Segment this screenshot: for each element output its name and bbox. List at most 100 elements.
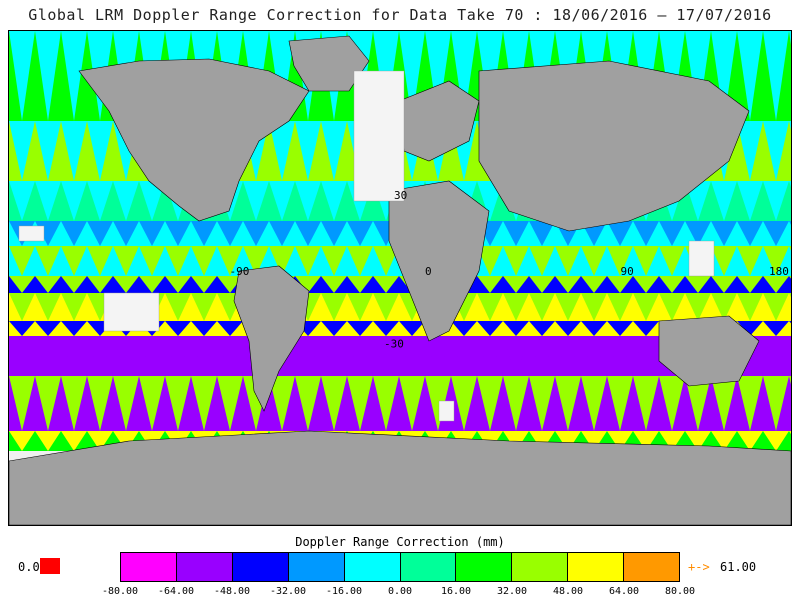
pass-triangle bbox=[529, 336, 555, 376]
pass-triangle bbox=[113, 181, 139, 221]
pass-triangle bbox=[191, 221, 217, 246]
pass-triangle bbox=[789, 293, 791, 298]
pass-triangle bbox=[659, 293, 685, 321]
pass-triangle bbox=[191, 336, 217, 376]
pass-triangle bbox=[555, 293, 581, 321]
pass-triangle bbox=[633, 246, 659, 276]
pass-triangle bbox=[217, 321, 243, 336]
colorbar-swatch bbox=[512, 553, 569, 581]
pass-triangle bbox=[763, 246, 789, 276]
masked-box-5 bbox=[18, 225, 45, 242]
pass-triangle bbox=[529, 321, 555, 336]
pass-triangle bbox=[737, 376, 763, 431]
pass-triangle bbox=[321, 293, 347, 321]
pass-triangle bbox=[789, 321, 791, 324]
pass-triangle bbox=[477, 336, 503, 376]
pass-triangle bbox=[503, 221, 529, 246]
pass-triangle bbox=[217, 376, 243, 431]
pass-triangle bbox=[685, 31, 711, 121]
pass-triangle bbox=[347, 246, 373, 276]
pass-triangle bbox=[113, 336, 139, 376]
pass-triangle bbox=[789, 181, 791, 188]
pass-triangle bbox=[295, 221, 321, 246]
pass-triangle bbox=[321, 221, 347, 246]
pass-triangle bbox=[9, 321, 35, 336]
map-panel: -90 0 90 180 30 -30 bbox=[8, 30, 792, 526]
pass-triangle bbox=[269, 31, 295, 121]
asia bbox=[478, 60, 750, 232]
pass-triangle bbox=[581, 336, 607, 376]
pass-triangle bbox=[165, 293, 191, 321]
pass-triangle bbox=[217, 246, 243, 276]
pass-triangle bbox=[685, 221, 711, 246]
pass-triangle bbox=[191, 293, 217, 321]
colorbar-swatch bbox=[232, 553, 289, 581]
pass-triangle bbox=[61, 181, 87, 221]
pass-triangle bbox=[373, 336, 399, 376]
pass-triangle bbox=[685, 431, 711, 451]
pass-triangle bbox=[373, 293, 399, 321]
pass-triangle bbox=[425, 336, 451, 376]
colorbar-tick-label: 16.00 bbox=[440, 586, 472, 597]
pass-triangle bbox=[191, 276, 217, 293]
latitude-label: 30 bbox=[394, 189, 407, 202]
pass-triangle bbox=[35, 31, 61, 121]
pass-triangle bbox=[165, 276, 191, 293]
pass-triangle bbox=[9, 181, 35, 221]
colorbar-swatch bbox=[568, 553, 625, 581]
pass-triangle bbox=[451, 336, 477, 376]
colorbar-tick-label: -80.00 bbox=[101, 586, 139, 597]
pass-triangle bbox=[87, 246, 113, 276]
pass-triangle bbox=[165, 221, 191, 246]
pass-triangle bbox=[347, 336, 373, 376]
pass-triangle bbox=[61, 31, 87, 121]
pass-triangle bbox=[763, 121, 789, 181]
lat-band bbox=[9, 376, 791, 431]
pass-triangle bbox=[737, 221, 763, 246]
pass-triangle bbox=[555, 246, 581, 276]
pass-triangle bbox=[165, 376, 191, 431]
pass-triangle bbox=[347, 293, 373, 321]
pass-triangle bbox=[295, 246, 321, 276]
pass-triangle bbox=[633, 276, 659, 293]
pass-triangle bbox=[737, 293, 763, 321]
pass-triangle bbox=[295, 336, 321, 376]
pass-triangle bbox=[35, 293, 61, 321]
pass-triangle bbox=[243, 246, 269, 276]
pass-triangle bbox=[425, 31, 451, 121]
pass-triangle bbox=[607, 221, 633, 246]
colorbar-swatch bbox=[121, 553, 177, 581]
pass-triangle bbox=[503, 276, 529, 293]
north-america bbox=[78, 58, 310, 222]
pass-triangle bbox=[477, 293, 503, 321]
colorbar-tick-label: -64.00 bbox=[157, 586, 195, 597]
pass-triangle bbox=[711, 181, 737, 221]
pass-triangle bbox=[555, 321, 581, 336]
pass-triangle bbox=[191, 376, 217, 431]
colorbar-tick-label: -32.00 bbox=[269, 586, 307, 597]
pass-triangle bbox=[87, 431, 113, 451]
pass-triangle bbox=[633, 336, 659, 376]
pass-triangle bbox=[555, 376, 581, 431]
pass-triangle bbox=[35, 181, 61, 221]
australia bbox=[658, 315, 760, 387]
colorbar bbox=[120, 552, 680, 582]
pass-triangle bbox=[321, 336, 347, 376]
pass-triangle bbox=[477, 181, 503, 221]
masked-box-3 bbox=[438, 400, 455, 422]
pass-triangle bbox=[529, 431, 555, 451]
pass-triangle bbox=[269, 121, 295, 181]
pass-triangle bbox=[61, 276, 87, 293]
pass-triangle bbox=[87, 276, 113, 293]
colorbar-tick-label: 64.00 bbox=[608, 586, 640, 597]
pass-triangle bbox=[451, 321, 477, 336]
pass-triangle bbox=[269, 246, 295, 276]
pass-triangle bbox=[503, 293, 529, 321]
pass-triangle bbox=[61, 293, 87, 321]
pass-triangle bbox=[35, 321, 61, 336]
pass-triangle bbox=[35, 376, 61, 431]
pass-triangle bbox=[503, 246, 529, 276]
pass-triangle bbox=[9, 293, 35, 321]
pass-triangle bbox=[581, 376, 607, 431]
pass-triangle bbox=[9, 246, 35, 276]
